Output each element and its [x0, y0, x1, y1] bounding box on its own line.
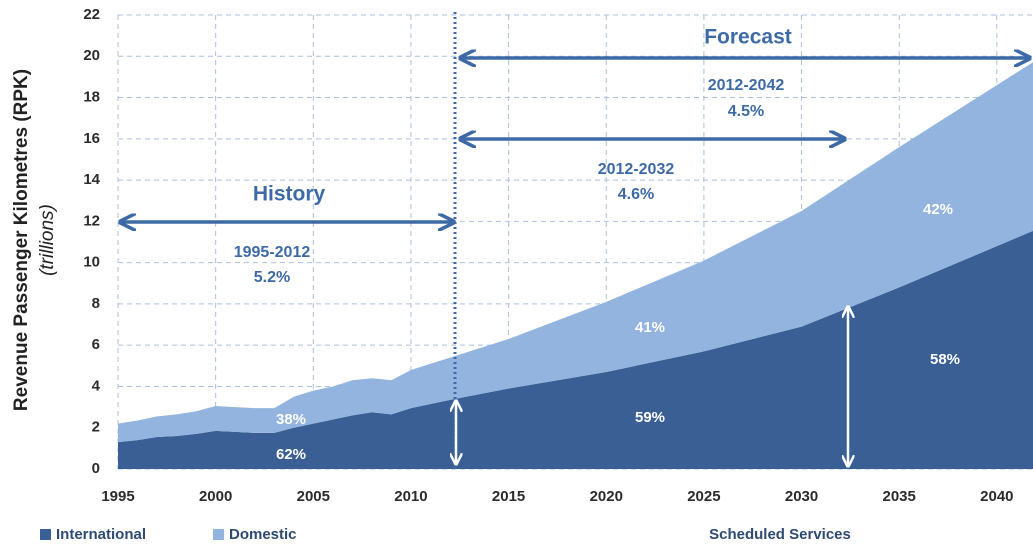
- y-tick-label: 16: [83, 130, 100, 147]
- x-tick-label: 2010: [394, 488, 427, 505]
- annotation: 38%: [276, 411, 306, 428]
- annotation: 5.2%: [254, 269, 290, 286]
- legend-label: Domestic: [229, 526, 297, 543]
- annotation: 59%: [635, 409, 665, 426]
- annotation: 1995-2012: [234, 244, 311, 261]
- y-axis-sublabel: (trillions): [37, 204, 58, 276]
- x-tick-label: 2040: [980, 488, 1013, 505]
- area: [118, 62, 1033, 443]
- y-tick-label: 6: [92, 336, 100, 353]
- y-tick-label: 22: [83, 6, 100, 23]
- annotation: 58%: [930, 351, 960, 368]
- y-tick-label: 0: [92, 460, 100, 477]
- annotation: 62%: [276, 446, 306, 463]
- x-tick-label: 2020: [590, 488, 623, 505]
- y-axis-label: Revenue Passenger Kilometres (RPK): [11, 69, 32, 411]
- y-tick-label: 20: [83, 47, 100, 64]
- annotation: Forecast: [704, 26, 792, 49]
- x-tick-label: 2005: [297, 488, 330, 505]
- x-tick-label: 2025: [687, 488, 720, 505]
- legend-label: International: [56, 526, 146, 543]
- legend-swatch: [40, 529, 51, 540]
- annotation: History: [253, 183, 326, 206]
- x-tick-label: 2015: [492, 488, 525, 505]
- x-tick-label: 2030: [785, 488, 818, 505]
- legend-swatch: [213, 529, 224, 540]
- annotation: 41%: [635, 319, 665, 336]
- annotation: 4.5%: [728, 103, 764, 120]
- y-tick-label: 12: [83, 212, 100, 229]
- y-tick-label: 18: [83, 89, 100, 106]
- annotation: 2012-2042: [708, 77, 785, 94]
- annotation: 2012-2032: [598, 161, 675, 178]
- y-tick-label: 8: [92, 295, 100, 312]
- x-tick-label: 2035: [883, 488, 916, 505]
- y-tick-label: 2: [92, 419, 100, 436]
- y-tick-label: 4: [92, 377, 101, 394]
- annotation: 4.6%: [618, 186, 654, 203]
- annotation: 42%: [923, 201, 953, 218]
- area: [118, 230, 1033, 469]
- x-tick-label: 1995: [101, 488, 134, 505]
- y-tick-label: 14: [83, 171, 100, 188]
- x-axis-label: Scheduled Services: [709, 526, 851, 543]
- y-tick-label: 10: [83, 254, 100, 271]
- x-tick-label: 2000: [199, 488, 232, 505]
